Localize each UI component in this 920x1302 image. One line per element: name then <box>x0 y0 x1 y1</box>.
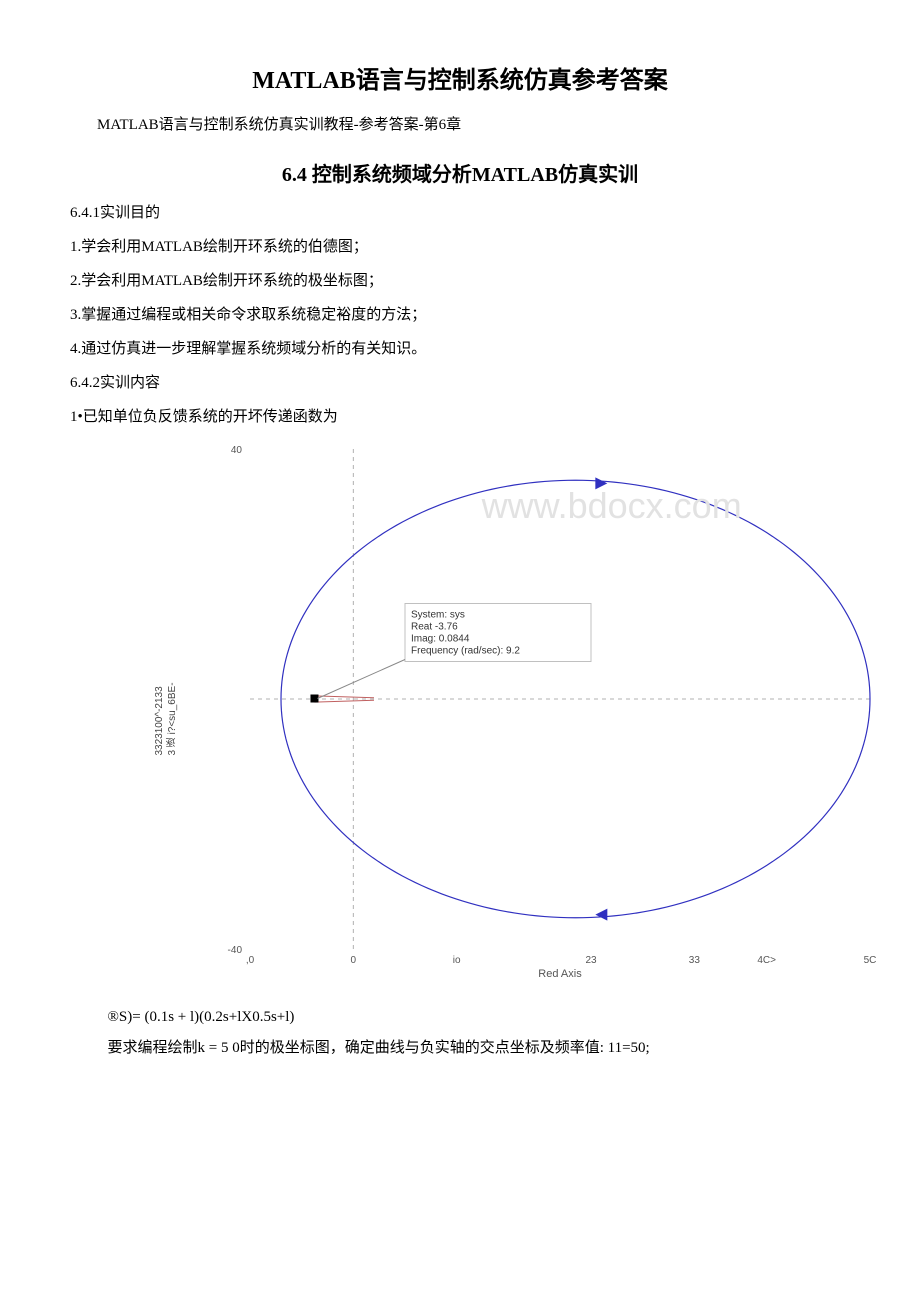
chart-ylabel: 3323100^-2133 3 逐 i?<su_6BE- <box>154 682 180 755</box>
svg-text:Reat -3.76: Reat -3.76 <box>411 622 458 633</box>
nyquist-chart: 3323100^-2133 3 逐 i?<su_6BE- System: sys… <box>190 439 890 999</box>
para-obj-1: 1.学会利用MATLAB绘制开环系统的伯德图； <box>70 235 850 259</box>
svg-text:5C: 5C <box>864 955 877 966</box>
svg-text:Red Axis: Red Axis <box>538 968 582 979</box>
svg-text:Imag: 0.0844: Imag: 0.0844 <box>411 634 470 645</box>
svg-text:40: 40 <box>231 445 243 456</box>
subtitle: MATLAB语言与控制系统仿真实训教程-参考答案-第6章 <box>70 113 850 134</box>
svg-text:,0: ,0 <box>246 955 255 966</box>
svg-text:io: io <box>453 955 461 966</box>
page-title: MATLAB语言与控制系统仿真参考答案 <box>70 60 850 95</box>
svg-text:33: 33 <box>689 955 701 966</box>
para-objective-heading: 6.4.1实训目的 <box>70 201 850 225</box>
para-obj-2: 2.学会利用MATLAB绘制开环系统的极坐标图； <box>70 269 850 293</box>
para-content-heading: 6.4.2实训内容 <box>70 371 850 395</box>
para-problem-1: 1•已知单位负反馈系统的开坏传递函数为 <box>70 405 850 429</box>
svg-text:0: 0 <box>351 955 357 966</box>
para-obj-4: 4.通过仿真进一步理解掌握系统频域分析的有关知识。 <box>70 337 850 361</box>
svg-text:System: sys: System: sys <box>411 610 465 621</box>
svg-text:23: 23 <box>585 955 597 966</box>
svg-text:-40: -40 <box>228 945 243 956</box>
para-obj-3: 3.掌握通过编程或相关命令求取系统稳定裕度的方法； <box>70 303 850 327</box>
svg-text:Frequency (rad/sec): 9.2: Frequency (rad/sec): 9.2 <box>411 646 520 657</box>
svg-text:4C>: 4C> <box>757 955 776 966</box>
section-title: 6.4 控制系统频域分析MATLAB仿真实训 <box>70 158 850 187</box>
nyquist-svg: System: sysReat -3.76Imag: 0.0844Frequen… <box>190 439 890 979</box>
svg-text:www.bdocx.com: www.bdocx.com <box>481 485 742 526</box>
para-task: 要求编程绘制k = 5 0时的极坐标图，确定曲线与负实轴的交点坐标及频率值: 1… <box>70 1036 850 1060</box>
formula-text: ®S)= (0.1s + l)(0.2s+lX0.5s+l) <box>70 1009 850 1026</box>
